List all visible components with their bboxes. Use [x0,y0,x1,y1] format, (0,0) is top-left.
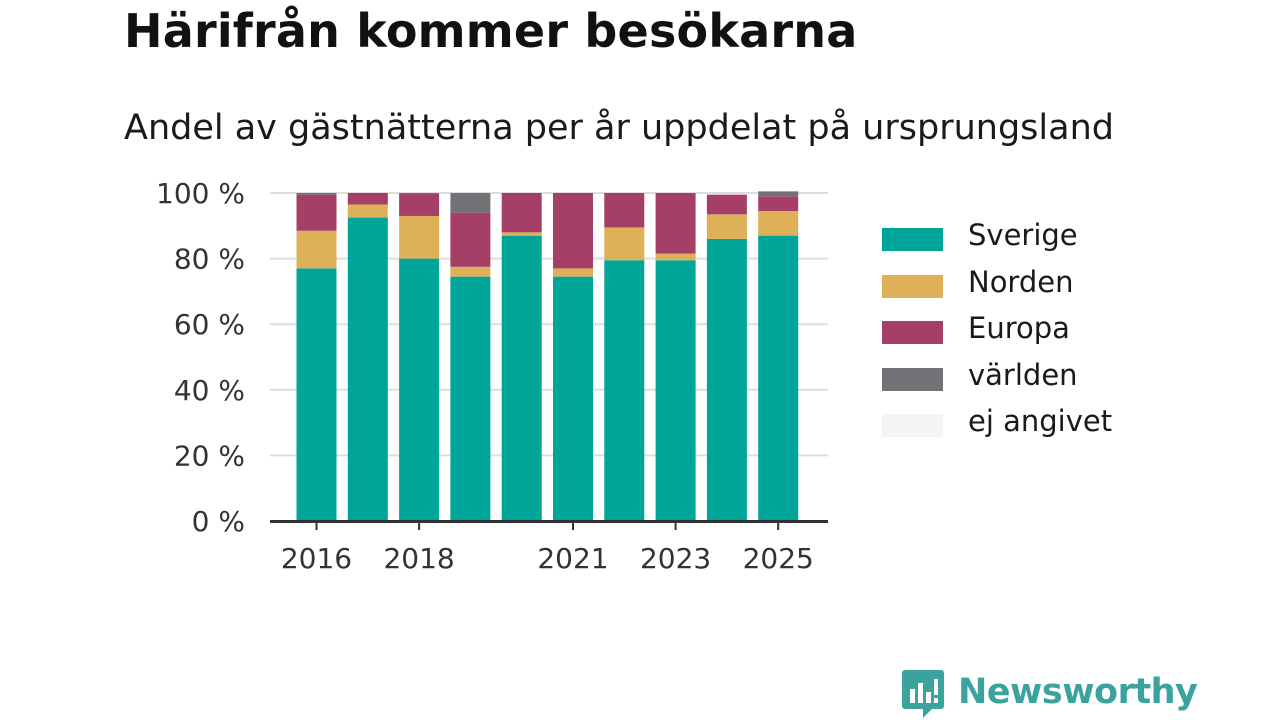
legend-label: Europa [968,311,1070,345]
newsworthy-logo: Newsworthy [902,670,1198,718]
x-tick-label: 2016 [281,542,352,575]
legend-swatch [882,274,943,298]
bar-segment [399,193,440,216]
bar-segment [450,193,491,213]
chart-bubble-icon [902,670,944,718]
bar-segment [758,191,799,197]
x-tick-label: 2018 [383,542,454,575]
legend-swatch [882,367,943,391]
bar-segment [501,193,542,233]
y-tick-label: 60 % [174,308,245,341]
x-tick-label: 2025 [743,542,814,575]
bar-segment [553,193,593,269]
bar-segment [553,276,593,521]
bar-segment [450,212,491,267]
bar-segment [399,215,440,259]
bar-segment [347,193,388,205]
legend-label: Norden [968,264,1074,299]
legend-swatch [882,414,943,437]
legend-label: världen [968,357,1078,392]
bar-segment [450,276,491,521]
y-tick-label: 80 % [174,243,245,276]
bar-segment [296,268,337,521]
axes: 0 % 20 % 40 % 60 % 80 % 100 % 2016 2018 2021 2023… [156,177,828,575]
y-tick-label: 0 % [192,505,245,538]
bar-segment [655,253,696,261]
bar-segment [706,214,747,239]
bars [296,191,799,522]
y-tick-label: 20 % [174,439,245,472]
brand-name: Newsworthy [958,672,1198,712]
bar-segment [553,268,593,277]
bar-segment [399,258,440,521]
bar-segment [758,196,799,212]
bar-segment [655,193,696,254]
y-tick-label: 40 % [174,374,245,407]
bar-segment [706,194,747,215]
bar-segment [296,193,337,195]
stacked-bar-chart: 0 % 20 % 40 % 60 % 80 % 100 % 2016 2018 2021 2023… [156,177,828,575]
bar-segment [399,193,440,194]
y-tick-label: 100 % [156,177,245,210]
bar-segment [758,235,799,521]
legend-swatch [882,321,943,344]
chart-subtitle: Andel av gästnätterna per år uppdelat på… [124,108,1114,148]
bar-segment [296,194,337,231]
bar-segment [706,238,747,522]
bar-segment [347,204,388,218]
bar-segment [347,217,388,521]
bar-segment [604,227,645,261]
legend-label: ej angivet [968,404,1113,438]
legend-swatch [882,228,943,251]
bar-segment [296,230,337,269]
chart-title: Härifrån kommer besökarna [124,4,858,58]
bar-segment [604,260,645,521]
bar-segment [501,235,542,521]
x-tick-label: 2023 [640,542,711,575]
bar-segment [655,260,696,521]
bar-segment [450,266,491,277]
x-tick-label: 2021 [537,542,608,575]
bar-segment [758,211,799,236]
legend-label: Sverige [968,218,1078,252]
bar-segment [604,193,645,228]
bar-segment [501,232,542,236]
